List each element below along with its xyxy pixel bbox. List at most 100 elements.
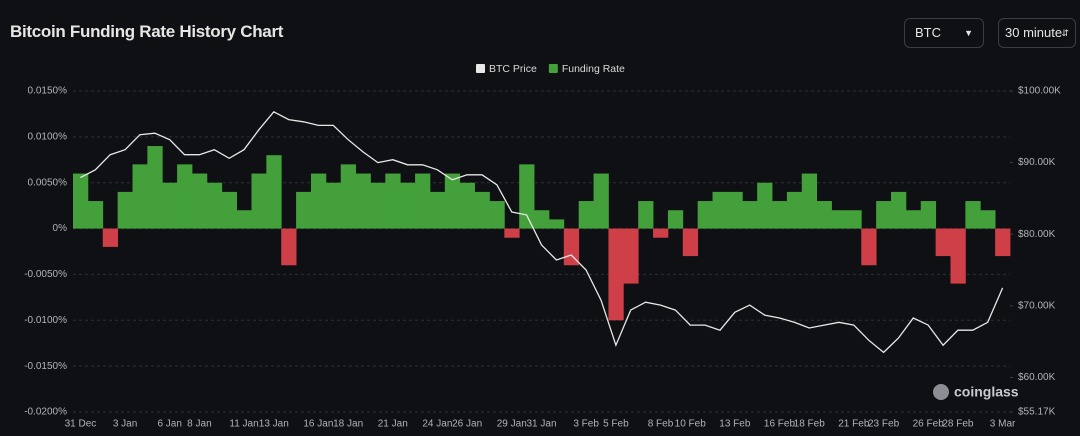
y-tick-label: -0.0050% (24, 269, 67, 280)
funding-bar (638, 201, 654, 229)
funding-bar (296, 191, 312, 229)
x-tick-label: 18 Jan (333, 419, 363, 430)
x-tick-label: 31 Jan (526, 419, 556, 430)
funding-bar (682, 228, 699, 257)
x-tick-label: 3 Feb (573, 419, 599, 430)
funding-bar (340, 164, 356, 229)
funding-bar (593, 173, 609, 229)
funding-bar (608, 228, 624, 321)
funding-bar (548, 219, 565, 229)
funding-bar (667, 210, 684, 229)
funding-bar (266, 155, 282, 229)
legend-swatch (476, 64, 485, 73)
funding-bar (415, 173, 431, 229)
funding-bar (355, 173, 371, 229)
funding-bar (980, 210, 996, 229)
funding-bar (801, 173, 818, 229)
funding-bar (757, 182, 773, 229)
funding-bar (310, 173, 327, 229)
funding-bar (697, 201, 713, 229)
funding-bar (891, 191, 907, 229)
funding-bar (206, 182, 223, 229)
y-tick-label: 0.0050% (28, 177, 68, 188)
x-tick-label: 29 Jan (497, 419, 527, 430)
funding-bar (459, 182, 475, 229)
funding-bar (236, 210, 252, 229)
funding-bar (995, 228, 1011, 257)
funding-bar (73, 173, 89, 229)
x-tick-label: 23 Feb (868, 419, 900, 430)
y2-tick-label: $100.00K (1018, 86, 1061, 97)
y2-tick-label: $60.00K (1018, 372, 1056, 383)
funding-bar (519, 164, 535, 229)
funding-bar (712, 191, 728, 229)
funding-bar (444, 173, 461, 229)
x-tick-label: 13 Feb (719, 419, 751, 430)
watermark: coinglass (954, 384, 1019, 400)
legend-swatch (548, 64, 558, 73)
funding-bar (935, 228, 951, 257)
funding-bar (281, 228, 297, 266)
y-tick-label: -0.0100% (24, 315, 67, 326)
price-line (80, 110, 1004, 354)
funding-bar (846, 210, 862, 229)
coin-select[interactable]: BTC ▼ (904, 18, 984, 48)
funding-bar (102, 228, 119, 247)
funding-bar (117, 191, 133, 229)
legend-label: Funding Rate (562, 63, 625, 75)
x-tick-label: 21 Jan (378, 419, 408, 430)
caret: ⇵ (1061, 28, 1069, 38)
funding-bar (727, 191, 743, 229)
x-tick-label: 16 Jan (303, 419, 333, 430)
funding-bar (920, 201, 937, 229)
x-tick-label: 21 Feb (838, 419, 870, 430)
x-tick-label: 18 Feb (794, 419, 826, 430)
funding-bar (534, 210, 550, 229)
y-tick-label: 0.0100% (28, 131, 68, 142)
interval-select[interactable]: 30 minute ⇵ (998, 18, 1076, 48)
funding-bar (429, 191, 446, 229)
funding-bar (474, 191, 490, 229)
funding-bar (876, 201, 892, 229)
funding-bar (87, 201, 104, 229)
legend-label: BTC Price (489, 63, 537, 75)
funding-bar (578, 201, 594, 229)
y2-tick-label: $70.00K (1018, 300, 1056, 311)
funding-bar (623, 228, 639, 284)
interval-label: 30 minute (1005, 25, 1063, 40)
x-tick-label: 10 Feb (675, 419, 707, 430)
funding-bar (385, 173, 401, 229)
x-tick-label: 8 Feb (648, 419, 674, 430)
funding-bar (132, 164, 148, 229)
x-tick-label: 26 Feb (913, 419, 945, 430)
funding-bar (861, 228, 877, 266)
funding-bar (370, 182, 386, 229)
y2-tick-label: $90.00K (1018, 157, 1056, 168)
funding-bar (965, 201, 981, 229)
y-tick-label: 0% (53, 223, 68, 234)
funding-bar (816, 201, 832, 229)
chart-title: Bitcoin Funding Rate History Chart (10, 22, 284, 41)
funding-bar (147, 146, 163, 229)
x-tick-label: 6 Jan (157, 419, 181, 430)
funding-bar (786, 191, 803, 229)
x-tick-label: 13 Jan (259, 419, 289, 430)
funding-bar (400, 182, 416, 229)
x-tick-label: 11 Jan (229, 419, 258, 430)
funding-bar (504, 228, 520, 238)
y-tick-label: -0.0150% (24, 361, 67, 372)
x-tick-label: 26 Jan (452, 419, 482, 430)
coin-label: BTC (915, 25, 941, 40)
x-tick-label: 28 Feb (942, 419, 974, 430)
x-tick-label: 31 Dec (65, 419, 97, 430)
funding-bar (221, 191, 238, 229)
x-tick-label: 24 Jan (422, 419, 452, 430)
y-tick-label: 0.0150% (28, 86, 68, 97)
y-tick-label: -0.0200% (24, 407, 67, 418)
funding-bar (162, 182, 178, 229)
x-tick-label: 5 Feb (603, 419, 629, 430)
x-tick-label: 3 Mar (990, 419, 1016, 430)
funding-bar (742, 201, 758, 229)
x-tick-label: 8 Jan (187, 419, 211, 430)
